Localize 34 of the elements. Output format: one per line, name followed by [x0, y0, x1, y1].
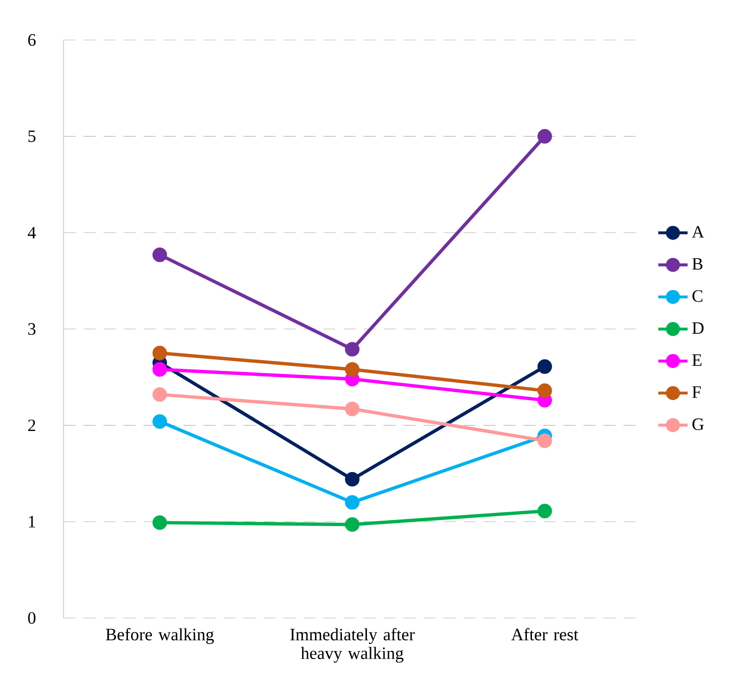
point	[152, 248, 168, 262]
point	[152, 414, 168, 429]
point	[152, 362, 168, 377]
point	[344, 362, 360, 377]
y-tick-label: 0	[28, 612, 36, 624]
point	[152, 515, 168, 530]
point	[344, 342, 360, 356]
point	[152, 387, 168, 402]
point	[537, 433, 552, 448]
legend-label: C	[692, 290, 702, 302]
y-tick-label: 4	[28, 226, 36, 238]
y-tick-label: 2	[28, 420, 36, 432]
legend-label: F	[692, 386, 701, 398]
point	[537, 359, 552, 374]
x-tick-label: After rest	[511, 628, 578, 640]
point	[344, 517, 360, 532]
y-tick-label: 6	[28, 34, 36, 46]
legend-label: A	[692, 226, 704, 238]
point	[152, 346, 168, 360]
x-tick-label: Before walking	[106, 628, 214, 644]
point	[537, 129, 552, 144]
y-tick-label: 5	[28, 130, 36, 142]
point	[344, 472, 360, 487]
y-tick-label: 1	[28, 516, 36, 528]
legend-label: B	[692, 258, 702, 270]
x-tick-label: Immediately after heavy walking	[290, 628, 415, 663]
y-tick-label: 3	[28, 323, 36, 335]
point	[344, 402, 360, 416]
legend-label: G	[692, 418, 704, 430]
legend-label: D	[692, 322, 704, 334]
point	[537, 504, 552, 518]
legend-label: E	[692, 354, 702, 366]
point	[537, 383, 552, 398]
point	[344, 495, 360, 510]
